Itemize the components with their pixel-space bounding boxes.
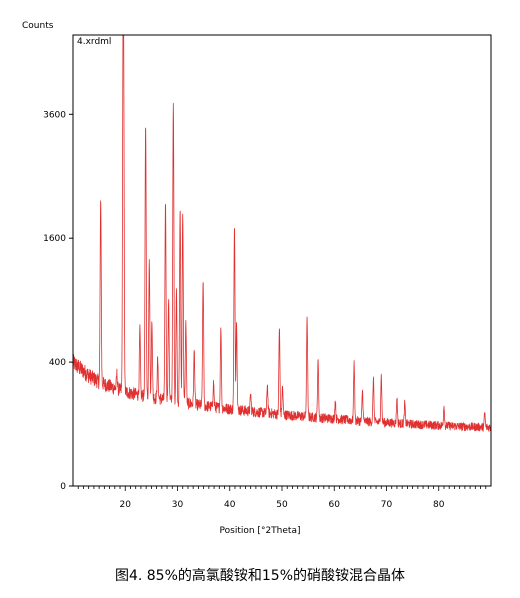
- x-axis: 20 30 40 50 60 70 80: [77, 486, 487, 510]
- y-tick-label: 0: [60, 482, 66, 492]
- x-tick-label: 50: [276, 500, 288, 510]
- y-axis-label: Counts: [22, 21, 54, 31]
- y-tick-label: 3600: [43, 110, 66, 120]
- x-tick-label: 20: [120, 500, 132, 510]
- x-tick-label: 80: [433, 500, 445, 510]
- y-tick-label: 400: [49, 358, 66, 368]
- y-tick-label: 1600: [43, 234, 66, 244]
- x-tick-label: 40: [224, 500, 236, 510]
- x-tick-label: 30: [172, 500, 184, 510]
- file-label: 4.xrdml: [77, 37, 111, 47]
- x-tick-label: 70: [381, 500, 393, 510]
- plot-frame: [72, 34, 492, 487]
- y-axis: 0 400 1600 3600: [43, 110, 73, 492]
- diffraction-pattern-line: [73, 35, 491, 432]
- figure-caption: 图4. 85%的高氯酸铵和15%的硝酸铵混合晶体: [114, 568, 406, 584]
- x-tick-label: 60: [329, 500, 341, 510]
- x-axis-label: Position [°2Theta]: [220, 526, 301, 536]
